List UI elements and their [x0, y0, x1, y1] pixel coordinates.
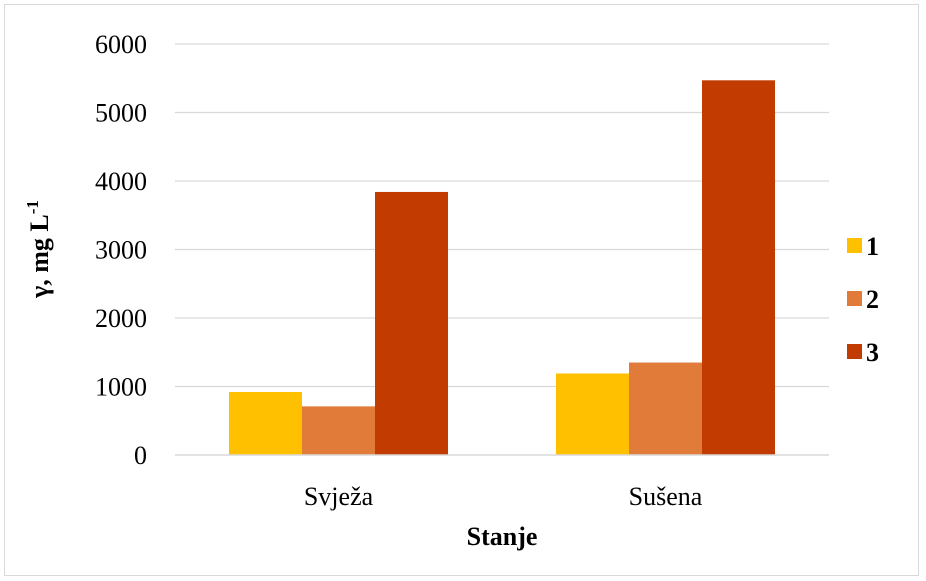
y-axis-title-superscript: -1	[23, 200, 42, 214]
legend: 1 2 3	[847, 232, 879, 367]
bar-series-2-2	[629, 362, 702, 455]
legend-swatch-3	[847, 344, 862, 359]
bar-series-3-2	[702, 80, 775, 456]
bar-series-3-1	[375, 191, 448, 455]
x-axis-categories: Svježa Sušena	[304, 482, 703, 511]
y-axis-title: γ, mg L-1	[23, 200, 54, 299]
y-tick-label: 0	[134, 441, 147, 470]
legend-label-3: 3	[866, 338, 879, 367]
legend-swatch-1	[847, 238, 862, 253]
bar-series-2-1	[302, 406, 375, 455]
bar-series-1-2	[556, 373, 629, 455]
y-tick-label: 3000	[95, 236, 147, 265]
y-tick-label: 6000	[95, 30, 147, 59]
x-category-label: Sušena	[629, 482, 703, 511]
x-category-label: Svježa	[304, 482, 374, 511]
y-axis-title-main: γ, mg L	[25, 214, 54, 299]
x-axis-title: Stanje	[467, 522, 538, 551]
y-tick-label: 1000	[95, 373, 147, 402]
bars	[229, 80, 775, 456]
y-axis-ticks: 0 1000 2000 3000 4000 5000 6000	[95, 30, 147, 470]
legend-label-1: 1	[866, 232, 879, 261]
y-tick-label: 4000	[95, 167, 147, 196]
bar-series-1-1	[229, 391, 302, 455]
y-tick-label: 5000	[95, 99, 147, 128]
legend-swatch-2	[847, 291, 862, 306]
legend-label-2: 2	[866, 285, 879, 314]
y-tick-label: 2000	[95, 304, 147, 333]
